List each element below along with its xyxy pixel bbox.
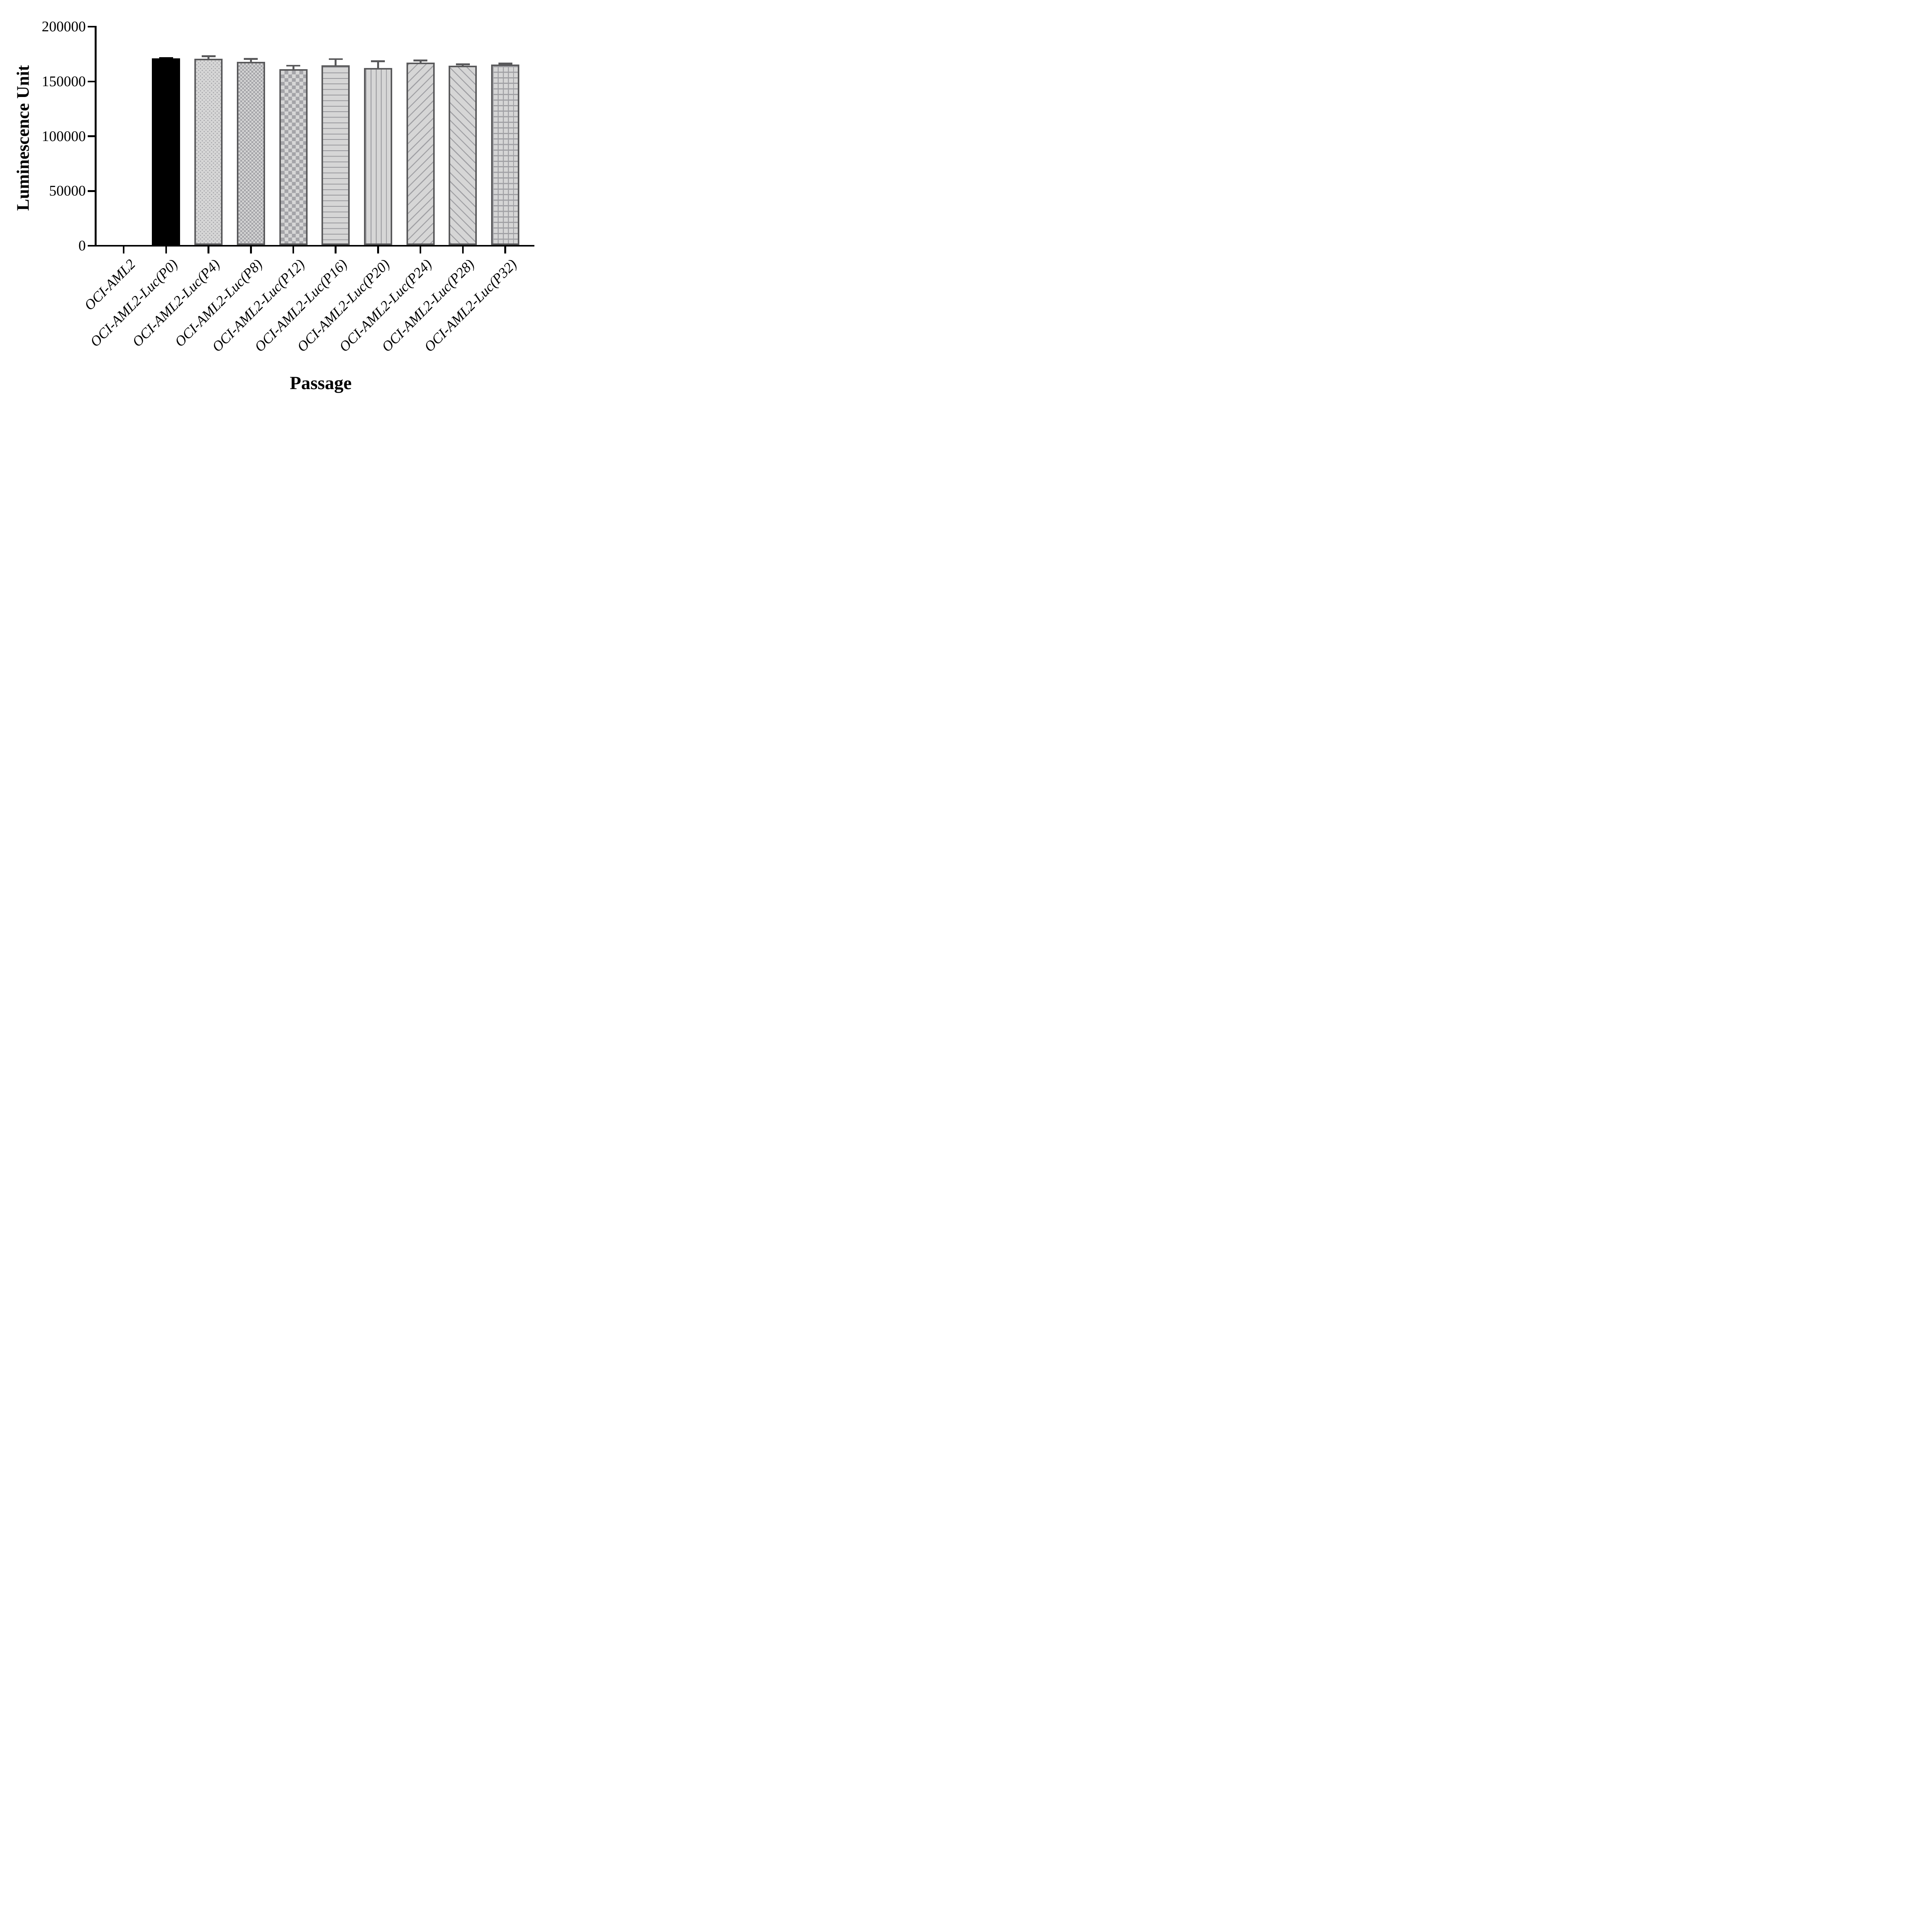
x-tick: [165, 247, 167, 254]
x-tick: [292, 247, 294, 254]
error-bar-line: [504, 64, 506, 66]
bar-OCI-AML2-Luc(P24): [406, 62, 435, 245]
x-tick: [250, 247, 252, 254]
error-bar-cap: [371, 60, 385, 62]
error-bar-cap: [286, 65, 300, 67]
x-tick: [504, 247, 506, 254]
error-bar-line: [292, 66, 294, 70]
bar-OCI-AML2-Luc(P16): [321, 65, 350, 245]
bar-OCI-AML2-Luc(P0): [152, 58, 180, 245]
y-tick: [88, 245, 95, 247]
bar-OCI-AML2-Luc(P8): [236, 62, 265, 245]
error-bar-line: [207, 56, 210, 60]
error-bar-cap: [201, 55, 216, 57]
bar-OCI-AML2-Luc(P28): [449, 65, 477, 245]
x-tick: [207, 247, 209, 254]
error-bar-cap: [456, 63, 470, 65]
y-tick: [88, 135, 95, 137]
y-tick: [88, 190, 95, 192]
bar-OCI-AML2-Luc(P4): [194, 58, 223, 245]
y-tick-label: 50000: [49, 183, 86, 199]
error-bar-line: [377, 62, 379, 70]
error-bar-line: [250, 59, 252, 63]
x-axis-baseline: [95, 245, 535, 247]
error-bar-line: [419, 61, 422, 64]
error-bar-line: [462, 65, 464, 67]
bar-OCI-AML2-Luc(P12): [279, 69, 308, 245]
error-bar-cap: [328, 58, 343, 60]
y-axis-spine: [95, 26, 97, 247]
bar-OCI-AML2-Luc(P32): [491, 64, 519, 245]
bar-OCI-AML2-Luc(P20): [364, 68, 392, 245]
error-bar-cap: [159, 57, 173, 60]
x-axis-title: Passage: [290, 373, 352, 393]
y-tick-label: 150000: [42, 73, 86, 90]
x-tick: [377, 247, 379, 254]
x-tick: [462, 247, 464, 254]
y-tick-label: 200000: [42, 19, 86, 35]
x-tick: [122, 247, 125, 254]
error-bar-line: [335, 60, 337, 66]
error-bar-cap: [413, 59, 428, 61]
y-tick-label: 0: [78, 238, 86, 254]
error-bar-cap: [498, 63, 512, 65]
error-bar-cap: [244, 58, 258, 60]
x-tick: [419, 247, 422, 254]
y-tick: [88, 80, 95, 83]
y-tick: [88, 26, 95, 28]
bar-chart: Luminescence Unit 0 50000 100000 150000 2000…: [0, 0, 569, 404]
y-tick-label: 100000: [42, 128, 86, 145]
x-tick: [335, 247, 337, 254]
